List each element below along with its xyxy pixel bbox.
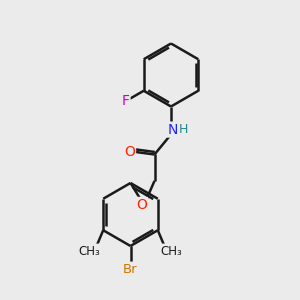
- Text: F: F: [122, 94, 130, 108]
- Text: CH₃: CH₃: [160, 244, 182, 257]
- Text: Br: Br: [123, 262, 138, 276]
- Text: CH₃: CH₃: [79, 244, 100, 257]
- Text: O: O: [124, 145, 135, 158]
- Text: O: O: [136, 198, 147, 212]
- Text: H: H: [179, 123, 188, 136]
- Text: N: N: [167, 123, 178, 136]
